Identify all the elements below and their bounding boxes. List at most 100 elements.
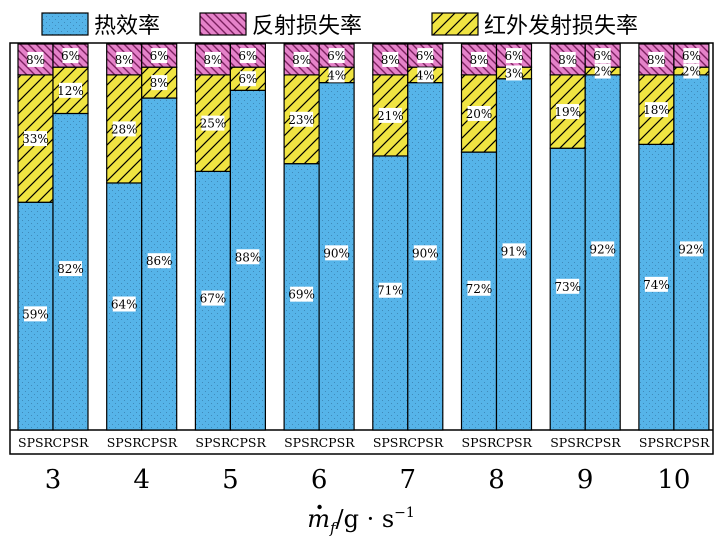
data-label: 8% xyxy=(150,76,169,90)
data-label-bg xyxy=(112,121,136,137)
bar-name-label: CPSR xyxy=(53,435,90,450)
x-tick-label: 10 xyxy=(657,465,690,495)
x-tick-label: 9 xyxy=(577,465,594,495)
data-label: 20% xyxy=(466,107,493,121)
data-label: 73% xyxy=(554,280,581,294)
data-label: 8% xyxy=(292,53,311,67)
data-label: 91% xyxy=(501,244,528,258)
data-label-bg xyxy=(147,253,171,269)
legend-swatch-pattern xyxy=(199,12,247,36)
data-label: 86% xyxy=(146,254,173,268)
bar-segment-pattern xyxy=(638,43,675,76)
data-label: 6% xyxy=(504,49,523,63)
legend-item-0: 热效率 xyxy=(41,12,160,39)
data-label-bg xyxy=(683,48,700,64)
data-label: 18% xyxy=(643,103,670,117)
data-label: 6% xyxy=(238,49,257,63)
data-label-bg xyxy=(239,71,256,87)
data-label-bg xyxy=(201,115,225,131)
data-label-bg xyxy=(417,67,434,83)
data-label-bg xyxy=(59,82,82,98)
legend-swatch-pattern xyxy=(41,12,89,36)
data-label: 72% xyxy=(466,282,493,296)
data-label: 69% xyxy=(288,288,315,302)
data-label-bg xyxy=(378,282,402,298)
legend-label: 红外发射损失率 xyxy=(484,14,638,39)
bar-name-label: SPSR xyxy=(462,435,498,450)
x-axis-title-main: m xyxy=(307,505,330,533)
legend-swatch-pattern xyxy=(431,12,479,36)
data-label: 90% xyxy=(323,246,350,260)
data-label-bg xyxy=(648,51,665,67)
data-label-bg xyxy=(378,107,402,123)
data-label-bg xyxy=(556,278,580,294)
data-label: 6% xyxy=(61,49,80,63)
data-label: 59% xyxy=(22,307,49,321)
data-label: 8% xyxy=(558,53,577,67)
x-tick-label: 7 xyxy=(400,465,417,495)
bar-name-label: SPSR xyxy=(373,435,409,450)
data-label: 8% xyxy=(115,53,134,67)
bar-name-label: SPSR xyxy=(18,435,54,450)
bar-name-label: SPSR xyxy=(284,435,320,450)
data-label: 6% xyxy=(593,49,612,63)
data-label: 28% xyxy=(111,122,138,136)
data-label-bg xyxy=(201,290,225,306)
legend-item-1: 反射损失率 xyxy=(199,12,362,39)
data-label: 25% xyxy=(200,117,227,131)
data-label: 4% xyxy=(416,68,435,82)
bar-segment-pattern xyxy=(549,43,586,76)
x-tick-label: 6 xyxy=(311,465,328,495)
data-label: 92% xyxy=(589,242,616,256)
data-label: 19% xyxy=(554,105,581,119)
data-label: 90% xyxy=(412,246,439,260)
x-axis-title-sup: −1 xyxy=(394,505,415,521)
bar-name-label: CPSR xyxy=(407,435,444,450)
data-label: 8% xyxy=(381,53,400,67)
bar-name-label: CPSR xyxy=(585,435,622,450)
data-label-bg xyxy=(417,48,434,64)
bar-segment-pattern xyxy=(229,89,266,431)
data-label: 6% xyxy=(327,49,346,63)
data-label: 8% xyxy=(203,53,222,67)
data-label-bg xyxy=(594,48,611,64)
data-label: 8% xyxy=(469,53,488,67)
data-label-bg xyxy=(27,51,44,67)
data-label-bg xyxy=(506,48,522,64)
data-label: 6% xyxy=(238,72,257,86)
plot-area: 59% 33% 8% 82% 12% 6% 64% 28% 8% 86% 8% 6% 67% 25% 8% 8… xyxy=(9,42,714,455)
plot-frame xyxy=(9,42,714,455)
data-label: 74% xyxy=(643,278,670,292)
data-label: 33% xyxy=(22,132,49,146)
data-label-bg xyxy=(236,249,260,265)
x-tick-label: 5 xyxy=(222,465,239,495)
data-label-bg xyxy=(556,104,580,120)
data-label-bg xyxy=(506,65,522,81)
legend-item-2: 红外发射损失率 xyxy=(431,12,638,39)
bar-name-label: CPSR xyxy=(230,435,267,450)
data-label-bg xyxy=(239,48,256,64)
data-label: 3% xyxy=(504,66,523,80)
x-axis-title-rest: /g · s xyxy=(336,505,395,533)
bar-name-label: CPSR xyxy=(496,435,533,450)
data-label-bg xyxy=(382,51,399,67)
data-label-bg xyxy=(328,48,345,64)
data-label: 82% xyxy=(57,262,84,276)
bar-name-label: SPSR xyxy=(550,435,586,450)
data-label: 8% xyxy=(26,53,45,67)
bar-name-label: SPSR xyxy=(639,435,675,450)
x-tick-label: 4 xyxy=(133,465,150,495)
data-label-bg xyxy=(467,105,491,121)
legend: 热效率 反射损失率 红外发射损失率 xyxy=(41,12,638,39)
data-label-bg xyxy=(151,48,168,64)
bar-name-label: SPSR xyxy=(107,435,143,450)
data-label: 12% xyxy=(57,84,84,98)
data-label-bg xyxy=(502,243,526,259)
data-label: 2% xyxy=(682,65,701,79)
data-label: 21% xyxy=(377,109,404,123)
legend-label: 热效率 xyxy=(94,14,160,39)
x-axis-title-sub: f xyxy=(329,519,338,537)
data-label-bg xyxy=(683,63,700,79)
